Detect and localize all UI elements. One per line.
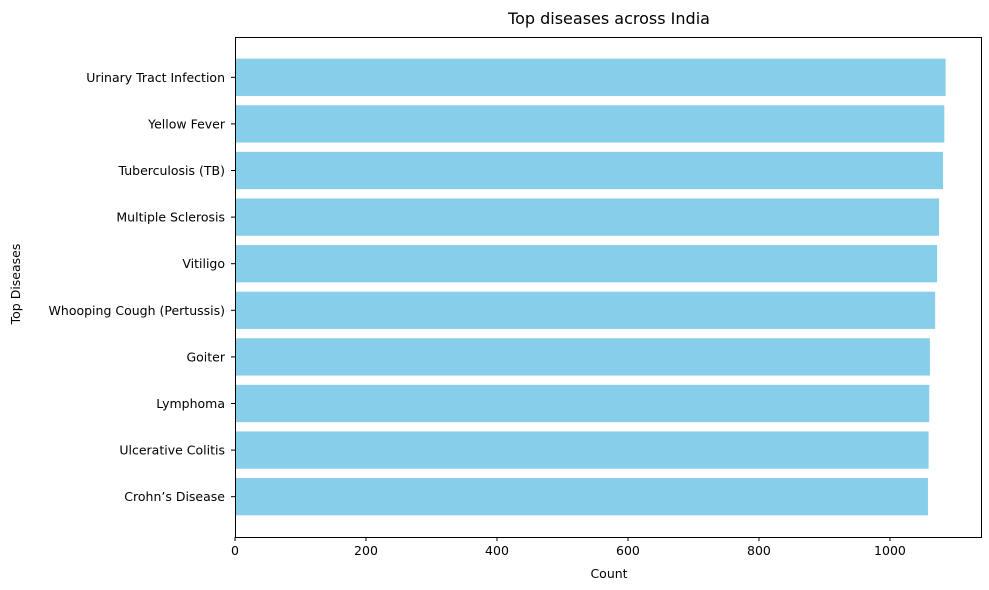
x-axis-label: Count bbox=[590, 566, 627, 581]
bar bbox=[235, 151, 944, 190]
y-tick-label: Vitiligo bbox=[182, 256, 225, 271]
y-tick-label: Goiter bbox=[186, 349, 225, 364]
bar bbox=[235, 105, 945, 143]
x-tick-label: 0 bbox=[231, 543, 239, 558]
y-tick-label: Multiple Sclerosis bbox=[116, 210, 225, 225]
bars-group bbox=[235, 58, 946, 516]
bar bbox=[235, 431, 929, 469]
x-tick-label: 400 bbox=[485, 543, 509, 558]
y-tick-label: Tuberculosis (TB) bbox=[117, 163, 225, 178]
y-ticks-group: Urinary Tract Infection Yellow Fever Tuber… bbox=[49, 70, 235, 504]
axes-frame bbox=[235, 37, 982, 538]
y-tick-label: Urinary Tract Infection bbox=[86, 70, 225, 85]
bar bbox=[235, 338, 930, 376]
x-tick-label: 1000 bbox=[874, 543, 906, 558]
bar bbox=[235, 245, 938, 283]
y-axis-label: Top Diseases bbox=[8, 244, 23, 326]
bar bbox=[235, 478, 928, 516]
x-tick-label: 200 bbox=[354, 543, 378, 558]
bar bbox=[235, 198, 940, 236]
y-tick-label: Ulcerative Colitis bbox=[119, 443, 225, 458]
y-tick-label: Crohn’s Disease bbox=[124, 489, 225, 504]
y-tick-label: Lymphoma bbox=[156, 396, 225, 411]
chart-title: Top diseases across India bbox=[507, 9, 710, 28]
bar bbox=[235, 384, 930, 423]
x-tick-label: 600 bbox=[616, 543, 640, 558]
bar bbox=[235, 58, 946, 96]
x-tick-label: 800 bbox=[747, 543, 771, 558]
x-ticks-group: 0 200 400 600 800 1000 bbox=[231, 537, 906, 558]
bar bbox=[235, 291, 936, 329]
y-tick-label: Yellow Fever bbox=[147, 116, 226, 131]
y-tick-label: Whooping Cough (Pertussis) bbox=[49, 303, 225, 318]
